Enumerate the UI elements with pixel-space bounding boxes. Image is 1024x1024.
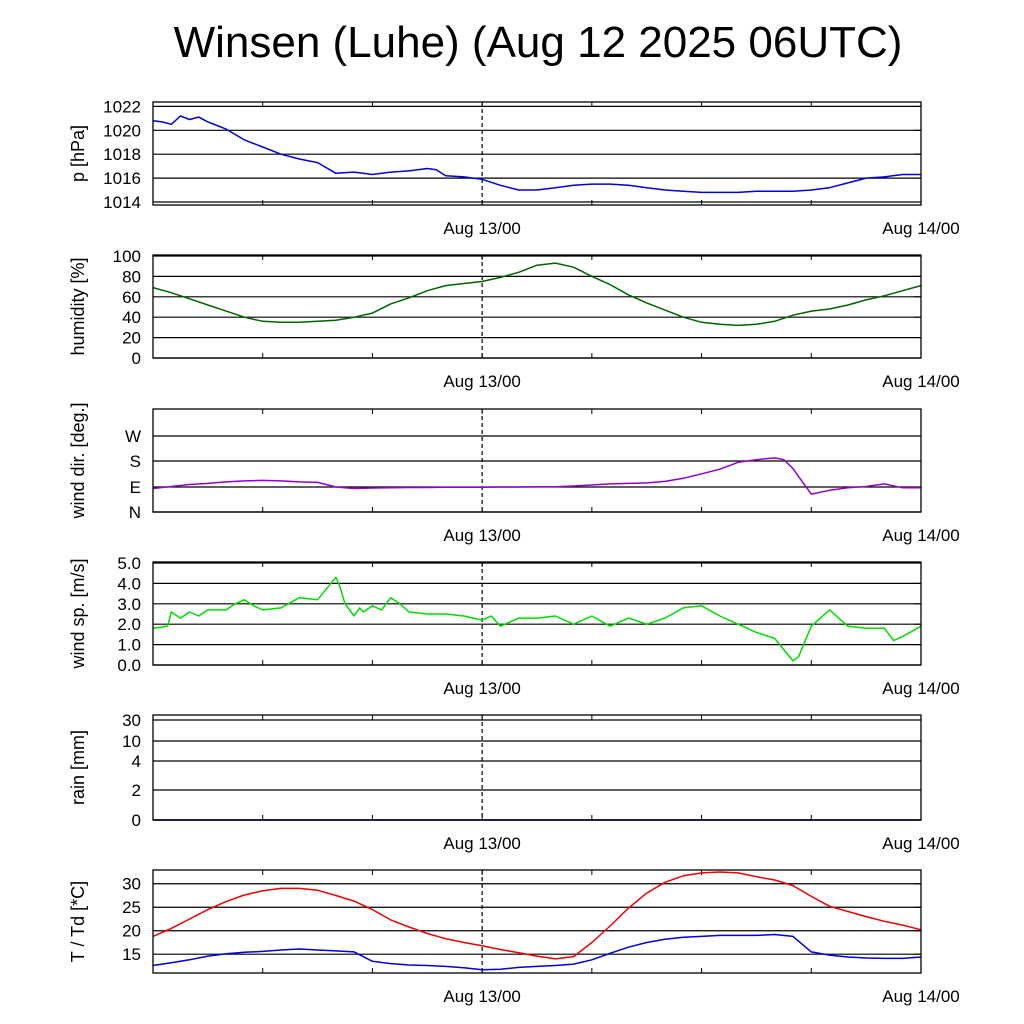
- y-tick-label: 2.0: [117, 615, 141, 634]
- y-tick-label: 10: [122, 732, 141, 751]
- x-tick-label: Aug 14/00: [882, 526, 960, 545]
- x-tick-label: Aug 14/00: [882, 219, 960, 238]
- x-tick-label: Aug 14/00: [882, 834, 960, 853]
- y-tick-label: 60: [122, 288, 141, 307]
- series-line-pressure: [152, 115, 921, 194]
- y-tick-label: 15: [122, 945, 141, 964]
- series-line-wind_dir: [152, 457, 921, 495]
- x-tick-label: Aug 14/00: [882, 372, 960, 391]
- y-tick-label: W: [125, 427, 141, 446]
- plot-frame: [152, 714, 922, 821]
- series-line-temperature: [152, 871, 922, 960]
- y-tick-label: 0.0: [117, 656, 141, 675]
- y-axis-label: wind sp. [m/s]: [68, 558, 88, 669]
- y-tick-label: 3.0: [117, 595, 141, 614]
- y-tick-label: S: [130, 452, 141, 471]
- y-tick-label: 25: [122, 898, 141, 917]
- series-line-wind_speed: [152, 576, 922, 662]
- y-tick-label: 80: [122, 267, 141, 286]
- y-tick-label: 0: [132, 811, 141, 830]
- y-tick-label: 20: [122, 922, 141, 941]
- x-tick-label: Aug 13/00: [443, 834, 521, 853]
- y-tick-label: 30: [122, 875, 141, 894]
- y-tick-label: 40: [122, 308, 141, 327]
- y-tick-label: 2: [132, 781, 141, 800]
- x-tick-label: Aug 13/00: [443, 679, 521, 698]
- x-tick-label: Aug 14/00: [882, 987, 960, 1006]
- y-tick-label: N: [129, 503, 141, 522]
- y-tick-label: 100: [113, 247, 141, 266]
- y-tick-label: 0: [132, 349, 141, 368]
- x-tick-label: Aug 13/00: [443, 526, 521, 545]
- y-tick-label: 1022: [103, 97, 141, 116]
- x-tick-label: Aug 13/00: [443, 987, 521, 1006]
- y-tick-label: 1016: [103, 169, 141, 188]
- y-axis-label: p [hPa]: [68, 125, 88, 182]
- plot-frame: [152, 561, 922, 666]
- y-axis-label: humidity [%]: [68, 257, 88, 355]
- y-tick-label: 5.0: [117, 554, 141, 573]
- y-axis-label: T / Td [*C]: [68, 881, 88, 962]
- x-tick-label: Aug 13/00: [443, 219, 521, 238]
- y-tick-label: 1020: [103, 121, 141, 140]
- y-axis-label: wind dir. [deg.]: [68, 402, 88, 519]
- plot-frame: [152, 101, 922, 206]
- plot-frame: [152, 254, 922, 359]
- y-axis-label: rain [mm]: [68, 730, 88, 805]
- x-tick-label: Aug 13/00: [443, 372, 521, 391]
- y-tick-label: 20: [122, 329, 141, 348]
- y-tick-label: 30: [122, 711, 141, 730]
- series-line-dewpoint: [152, 933, 922, 971]
- x-tick-label: Aug 14/00: [882, 679, 960, 698]
- y-tick-label: E: [130, 478, 141, 497]
- chart-title: Winsen (Luhe) (Aug 12 2025 06UTC): [173, 18, 903, 67]
- plot-frame: [152, 869, 922, 974]
- series-line-humidity: [152, 262, 922, 327]
- y-tick-label: 4: [132, 752, 141, 771]
- y-tick-label: 1014: [103, 193, 141, 212]
- y-tick-label: 1018: [103, 145, 141, 164]
- y-tick-label: 4.0: [117, 574, 141, 593]
- plot-frame: [152, 408, 922, 513]
- y-tick-label: 1.0: [117, 636, 141, 655]
